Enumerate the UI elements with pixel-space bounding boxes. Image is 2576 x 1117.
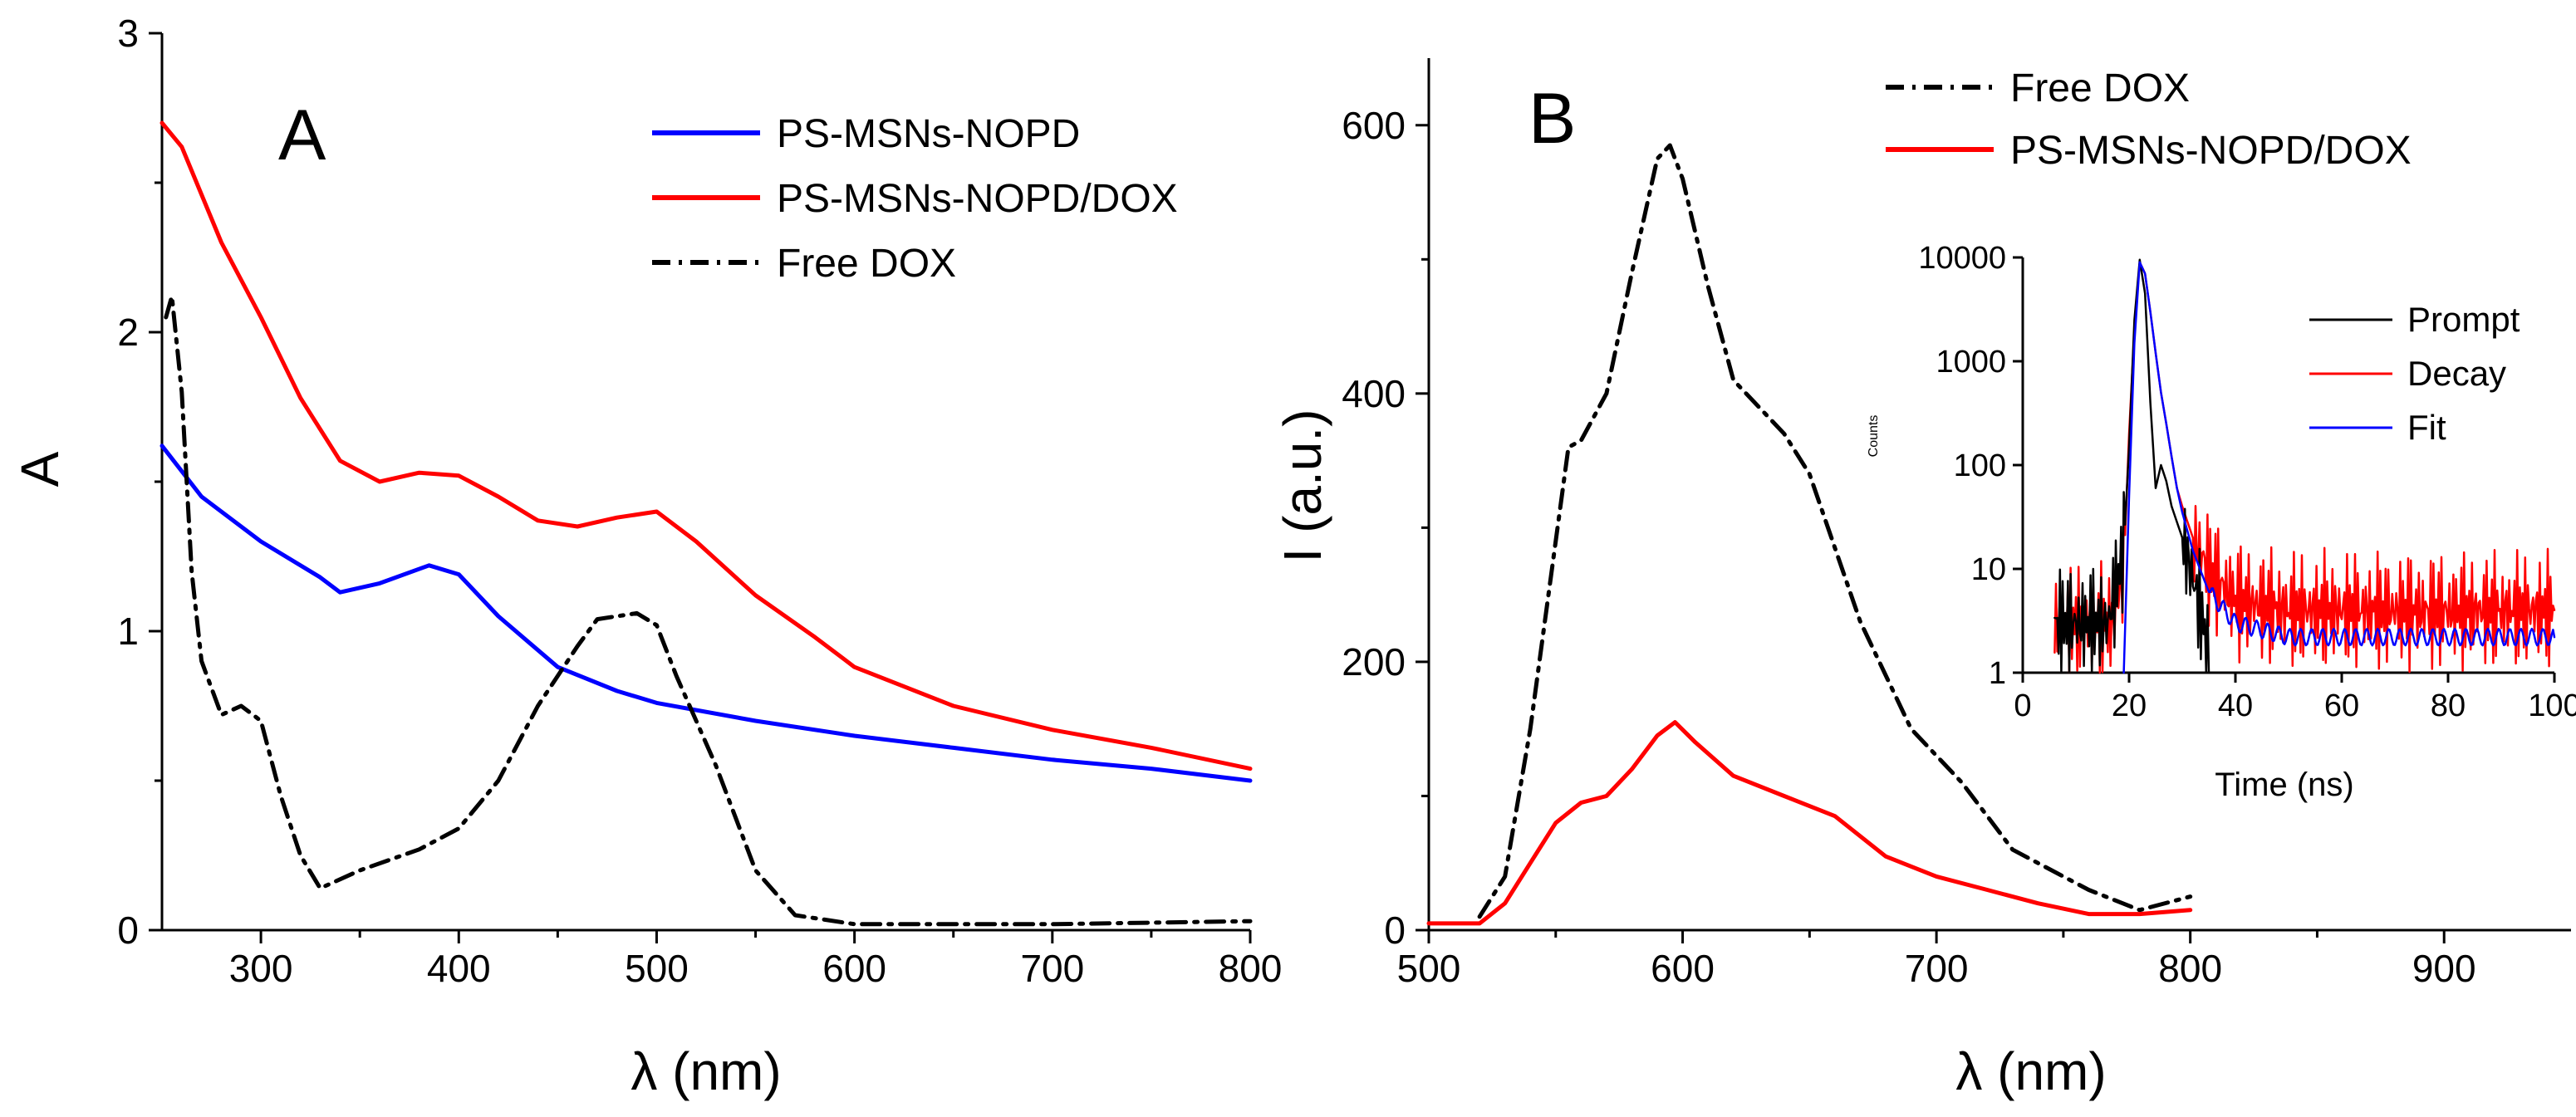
inset-x-tick-label: 80 bbox=[2431, 688, 2466, 723]
y-tick-label: 200 bbox=[1342, 640, 1406, 683]
inset-y-tick-label: 1 bbox=[1989, 656, 2006, 691]
panel-a-xlabel: λ (nm) bbox=[631, 1041, 781, 1101]
inset-axes: 0 20 40 60 80 100 1 10 100 1000 10000 bbox=[1918, 241, 2576, 723]
y-tick-label: 3 bbox=[117, 12, 139, 55]
inset-ylabel: Counts bbox=[1867, 415, 1881, 458]
panel-b-letter: B bbox=[1528, 79, 1576, 159]
panel-b-legend: Free DOX PS-MSNs-NOPD/DOX bbox=[1886, 66, 2412, 173]
panel-a-axes: 300 400 500 600 700 800 0 1 2 3 bbox=[117, 12, 1282, 990]
series-free-dox bbox=[1477, 143, 2193, 919]
y-tick-label: 600 bbox=[1342, 104, 1406, 147]
x-tick-label: 700 bbox=[1020, 947, 1084, 990]
panel-a: 300 400 500 600 700 800 0 1 2 3 A λ (nm) A PS-MSN… bbox=[10, 12, 1282, 1101]
legend-label: Free DOX bbox=[777, 242, 956, 286]
y-tick-label: 2 bbox=[117, 311, 139, 354]
series-free-dox bbox=[164, 294, 1253, 927]
x-tick-label: 800 bbox=[2158, 947, 2222, 990]
panel-a-legend: PS-MSNs-NOPD PS-MSNs-NOPD/DOX Free DOX bbox=[652, 112, 1178, 286]
x-tick-label: 400 bbox=[427, 947, 491, 990]
inset-legend-label: Prompt bbox=[2407, 300, 2520, 339]
inset-y-tick-label: 100 bbox=[1954, 448, 2006, 483]
panel-b-inset: 0 20 40 60 80 100 1 10 100 1000 10000 Time (ns) Co… bbox=[1867, 241, 2576, 803]
legend-label: PS-MSNs-NOPD bbox=[777, 112, 1080, 156]
inset-x-tick-label: 60 bbox=[2324, 688, 2359, 723]
panel-b-series bbox=[1426, 143, 2193, 926]
inset-x-tick-label: 40 bbox=[2218, 688, 2253, 723]
inset-y-tick-label: 10000 bbox=[1918, 241, 2006, 276]
panel-a-letter: A bbox=[278, 96, 326, 175]
series-ps-msns-nopd bbox=[159, 443, 1253, 783]
x-tick-label: 300 bbox=[229, 947, 293, 990]
inset-legend: Prompt Decay Fit bbox=[2309, 300, 2520, 447]
series-ps-msns-nopd-dox bbox=[1426, 720, 2193, 926]
x-tick-label: 500 bbox=[625, 947, 689, 990]
x-tick-label: 700 bbox=[1905, 947, 1969, 990]
panel-b-xlabel: λ (nm) bbox=[1955, 1041, 2106, 1101]
inset-xlabel: Time (ns) bbox=[2215, 767, 2353, 803]
inset-series-fit bbox=[2122, 261, 2556, 674]
x-tick-label: 900 bbox=[2412, 947, 2476, 990]
legend-label: Free DOX bbox=[2010, 66, 2190, 110]
x-tick-label: 600 bbox=[822, 947, 886, 990]
panel-a-ylabel: A bbox=[10, 451, 70, 487]
inset-series bbox=[2053, 258, 2556, 674]
y-tick-label: 400 bbox=[1342, 372, 1406, 415]
series-ps-msns-nopd-dox bbox=[159, 120, 1253, 772]
inset-series-prompt bbox=[2053, 258, 2210, 674]
y-tick-label: 0 bbox=[1384, 909, 1406, 952]
inset-x-tick-label: 20 bbox=[2112, 688, 2147, 723]
x-tick-label: 800 bbox=[1219, 947, 1283, 990]
inset-x-tick-label: 100 bbox=[2528, 688, 2576, 723]
panel-a-series bbox=[159, 120, 1253, 927]
legend-label: PS-MSNs-NOPD/DOX bbox=[2010, 129, 2412, 173]
legend-label: PS-MSNs-NOPD/DOX bbox=[777, 177, 1178, 221]
y-tick-label: 0 bbox=[117, 909, 139, 952]
inset-legend-label: Fit bbox=[2407, 408, 2446, 447]
inset-y-tick-label: 10 bbox=[1971, 552, 2006, 587]
inset-y-tick-label: 1000 bbox=[1936, 345, 2006, 380]
panel-b-ylabel: I (a.u.) bbox=[1273, 409, 1332, 563]
inset-x-tick-label: 0 bbox=[2014, 688, 2031, 723]
x-tick-label: 600 bbox=[1651, 947, 1715, 990]
y-tick-label: 1 bbox=[117, 610, 139, 653]
inset-legend-label: Decay bbox=[2407, 354, 2506, 393]
x-tick-label: 500 bbox=[1397, 947, 1461, 990]
